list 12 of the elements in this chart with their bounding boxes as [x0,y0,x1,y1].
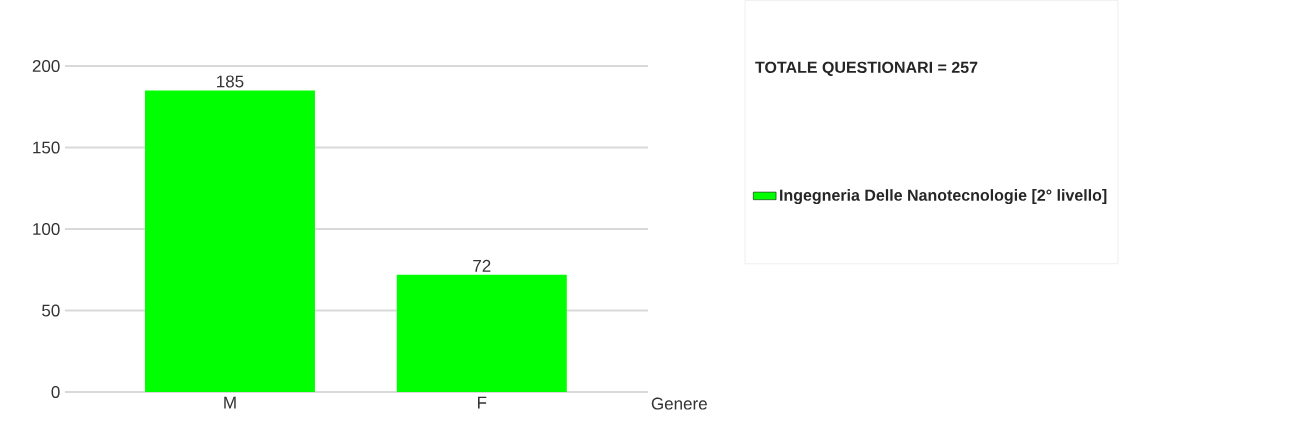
data-label: 185 [217,75,244,88]
legend-title: TOTALE QUESTIONARI = 257 [755,61,978,76]
x-tick-label: F [478,396,487,409]
y-tick-label: 50 [42,304,60,317]
y-tick-label: 150 [33,141,60,154]
x-tick-label: M [224,396,236,409]
legend-label: Ingegneria Delle Nanotecnologie [2° livello] [780,189,1107,205]
y-tick-label: 200 [32,59,60,73]
y-tick-label: 100 [33,222,60,236]
data-label: 72 [473,259,491,272]
y-tick-label: 0 [51,385,60,399]
x-axis-title: Genere [651,397,707,410]
